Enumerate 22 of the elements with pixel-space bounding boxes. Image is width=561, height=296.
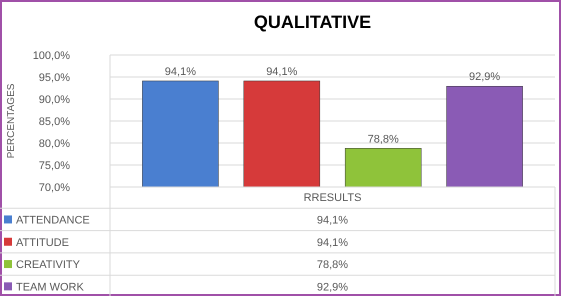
y-tick-label: 75,0% bbox=[38, 160, 70, 172]
data-label: 94,1% bbox=[266, 66, 298, 78]
y-axis-title: PERCENTAGES bbox=[6, 83, 17, 158]
data-label: 92,9% bbox=[468, 71, 500, 84]
legend-label: TEAM WORK bbox=[16, 281, 84, 294]
y-tick-label: 100,0% bbox=[32, 50, 70, 62]
y-tick-label: 85,0% bbox=[38, 116, 70, 128]
data-label: 94,1% bbox=[164, 66, 196, 78]
y-tick-label: 90,0% bbox=[38, 94, 70, 106]
text: 94,1% bbox=[316, 236, 348, 249]
chart-title: QUALITATIVE bbox=[254, 12, 372, 32]
data-label: 78,8% bbox=[368, 133, 400, 146]
text: 94,1% bbox=[316, 214, 348, 226]
legend-label: ATTITUDE bbox=[16, 236, 69, 249]
legend-label: CREATIVITY bbox=[16, 259, 81, 272]
text: 78,8% bbox=[316, 259, 348, 272]
text: 92,9% bbox=[316, 281, 348, 294]
y-tick-label: 70,0% bbox=[38, 182, 70, 194]
x-tick-label: RRESULTS bbox=[304, 192, 362, 204]
legend-label: ATTENDANCE bbox=[16, 214, 90, 226]
y-tick-label: 95,0% bbox=[38, 72, 70, 84]
y-tick-label: 80,0% bbox=[38, 138, 70, 150]
